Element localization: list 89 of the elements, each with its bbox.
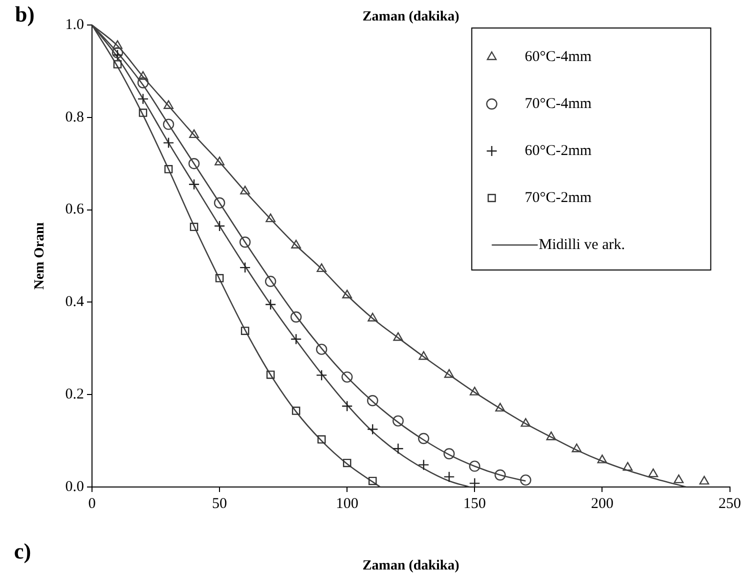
point xyxy=(316,344,328,355)
point xyxy=(240,326,250,335)
point xyxy=(367,395,378,406)
point xyxy=(291,240,302,248)
point xyxy=(368,312,378,322)
point xyxy=(188,158,200,170)
point xyxy=(393,332,404,341)
point xyxy=(264,276,276,288)
y-tick-label: 0.2 xyxy=(65,386,84,403)
point xyxy=(164,165,173,174)
point xyxy=(342,400,353,412)
point xyxy=(266,370,275,379)
point xyxy=(469,478,480,487)
point xyxy=(290,311,302,323)
legend-label: 70°C-2mm xyxy=(524,190,592,206)
legend-label: 60°C-2mm xyxy=(524,142,592,159)
point xyxy=(164,100,174,109)
point xyxy=(546,432,556,440)
point xyxy=(215,274,224,282)
point xyxy=(317,435,326,444)
point xyxy=(239,262,251,274)
point xyxy=(188,178,200,190)
legend-label: Midilli ve ark. xyxy=(538,236,625,253)
point xyxy=(162,137,174,148)
point xyxy=(367,424,378,435)
point xyxy=(189,129,199,138)
y-axis-title: Nem Oranı xyxy=(32,222,48,290)
point xyxy=(290,334,302,345)
point xyxy=(342,290,352,298)
point xyxy=(520,474,532,486)
point xyxy=(444,369,454,378)
point xyxy=(469,460,480,472)
text: c) xyxy=(14,538,32,564)
point xyxy=(368,476,377,486)
point xyxy=(112,49,124,61)
point xyxy=(137,77,149,88)
point xyxy=(699,476,710,485)
point xyxy=(214,220,226,232)
point xyxy=(112,47,124,58)
x-tick-label: 50 xyxy=(212,496,228,512)
point xyxy=(622,462,633,471)
x-tick-label: 250 xyxy=(718,496,741,512)
point xyxy=(674,474,684,484)
point xyxy=(495,402,506,412)
point xyxy=(418,432,430,444)
point xyxy=(418,351,429,360)
text: Zaman (dakika) xyxy=(362,558,460,574)
point xyxy=(316,263,327,272)
y-tick-label: 1.0 xyxy=(65,16,84,33)
point xyxy=(520,418,531,427)
point xyxy=(240,186,250,194)
point xyxy=(597,454,608,464)
point xyxy=(418,459,430,470)
point xyxy=(264,298,276,310)
point xyxy=(214,156,224,166)
x-tick-label: 100 xyxy=(336,496,358,512)
point xyxy=(316,370,328,381)
point xyxy=(444,471,455,482)
point xyxy=(470,386,480,396)
point xyxy=(572,444,582,452)
point xyxy=(392,443,404,454)
point xyxy=(648,468,658,478)
point xyxy=(494,469,506,481)
point xyxy=(342,371,353,383)
y-tick-label: 0.0 xyxy=(65,478,84,495)
point xyxy=(190,222,198,232)
point xyxy=(112,40,122,49)
point xyxy=(342,458,352,468)
text: b) xyxy=(15,2,35,27)
x-tick-label: 150 xyxy=(463,496,486,512)
point xyxy=(162,118,174,130)
point xyxy=(266,213,276,222)
point xyxy=(444,448,455,460)
x-tick-label: 0 xyxy=(88,496,96,512)
point xyxy=(138,71,148,80)
legend-label: 60°C-4mm xyxy=(524,48,592,65)
point xyxy=(214,197,226,208)
point xyxy=(138,108,148,117)
x-tick-label: 200 xyxy=(590,496,614,512)
y-tick-label: 0.6 xyxy=(65,202,84,218)
point xyxy=(137,93,149,105)
x-axis-title: Zaman (dakika) xyxy=(362,10,460,25)
y-tick-label: 0.8 xyxy=(65,109,84,126)
legend-label: 70°C-4mm xyxy=(524,96,592,112)
point xyxy=(292,406,300,415)
y-tick-label: 0.4 xyxy=(65,294,84,310)
point xyxy=(113,60,122,68)
point xyxy=(392,415,404,427)
point xyxy=(239,236,251,248)
